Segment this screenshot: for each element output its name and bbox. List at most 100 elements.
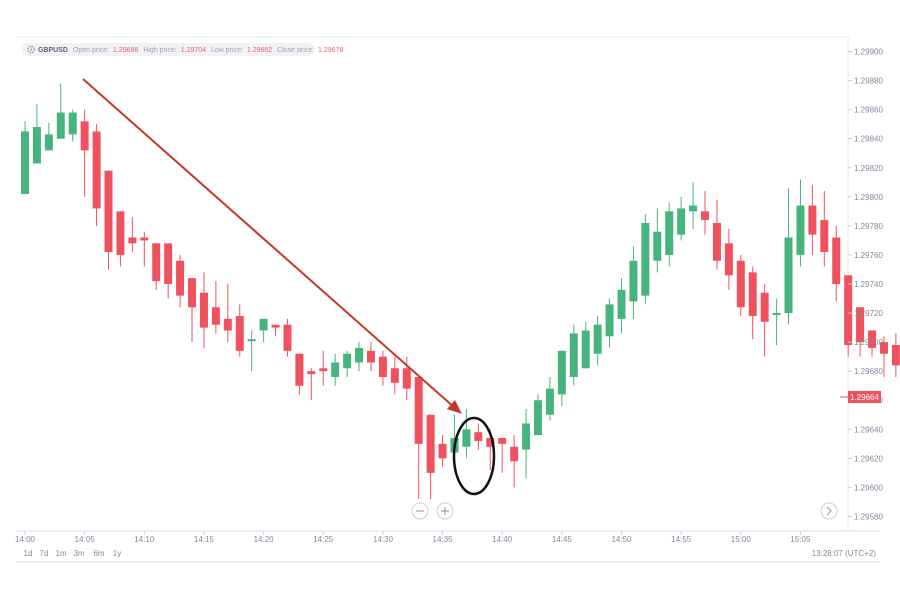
zoom-out-button[interactable] [411, 502, 429, 520]
candle-body [140, 237, 149, 241]
candle-body [689, 205, 698, 212]
instrument-info: GBPUSD Open price: 1.29686 High price: 1… [22, 43, 343, 56]
candle [68, 109, 77, 142]
candle [533, 394, 542, 436]
candle-body [665, 211, 674, 255]
period-button-3m[interactable]: 3m [73, 549, 84, 558]
candle [641, 214, 650, 305]
candle-body [784, 237, 793, 314]
candle-body [772, 313, 781, 316]
price-tick-label: 1.29580 [854, 512, 883, 521]
candle [21, 121, 29, 194]
candle [80, 109, 89, 197]
candle [879, 336, 888, 377]
gear-icon[interactable] [26, 45, 35, 54]
candle-body [199, 292, 208, 328]
candle [223, 284, 232, 343]
candle [712, 199, 721, 270]
time-tick-label: 14:35 [433, 535, 454, 544]
candle [199, 272, 208, 348]
period-button-6m[interactable]: 6m [93, 549, 104, 558]
candle [331, 353, 340, 386]
candle [283, 318, 292, 357]
time-tick-label: 14:55 [671, 535, 692, 544]
candle [235, 304, 244, 357]
candle-body [545, 388, 554, 415]
candle-body [188, 278, 197, 308]
candle [772, 298, 781, 346]
candle-body [844, 275, 853, 346]
time-tick-label: 14:05 [75, 535, 96, 544]
current-price-tag: 1.29664 [840, 391, 881, 403]
price-tick-label: 1.29780 [854, 222, 883, 231]
open-price-label: Open price: [73, 47, 109, 54]
time-tick-label: 14:20 [254, 535, 275, 544]
price-tick-label: 1.29860 [854, 106, 883, 115]
zoom-in-button[interactable] [436, 502, 454, 520]
price-tick-label: 1.29760 [854, 251, 883, 260]
candle-body [116, 211, 125, 255]
candle-body [581, 330, 590, 369]
price-tick-label: 1.29700 [854, 338, 883, 347]
price-tick-label: 1.29900 [854, 48, 883, 57]
candle-body [641, 222, 650, 296]
candle-body [223, 318, 232, 331]
candle-body [390, 368, 399, 383]
candle [510, 435, 519, 488]
candle [617, 278, 626, 334]
scroll-right-button[interactable] [820, 502, 838, 520]
candle [176, 254, 185, 308]
candle-body [724, 243, 733, 276]
candle [629, 246, 638, 319]
candle-body [80, 121, 89, 151]
clock: 13:28:07 (UTC+2) [812, 549, 877, 558]
candle-body [164, 243, 173, 284]
period-button-7d[interactable]: 7d [40, 549, 49, 558]
candle [474, 423, 483, 450]
candle-body [44, 134, 53, 151]
svg-text:GBPUSD Open price:: GBPUSD Open price: 1.29686 High price: 1… [38, 47, 343, 54]
downtrend-arrow [82, 78, 462, 414]
candle-body [653, 231, 662, 261]
open-price-value: 1.29686 [113, 47, 138, 54]
candle-body [283, 324, 292, 351]
candle-body [462, 429, 471, 447]
candle-body [295, 353, 304, 386]
candle [724, 228, 733, 290]
candle-body [259, 318, 268, 331]
candle-body [868, 330, 877, 348]
price-axis: 1.295801.296001.296201.296401.296601.296… [848, 48, 883, 521]
candle-body [343, 353, 352, 369]
candle-body [307, 371, 316, 375]
candle-body [176, 260, 185, 296]
candle-body [32, 127, 41, 164]
candle-body [21, 131, 29, 194]
candle [140, 231, 149, 267]
candle [32, 103, 41, 164]
candle-body [605, 304, 614, 337]
candle [498, 438, 507, 473]
candle [581, 321, 590, 369]
candle [522, 408, 531, 479]
candle [271, 324, 280, 337]
price-tick-label: 1.29820 [854, 164, 883, 173]
candle [390, 356, 399, 395]
period-button-1d[interactable]: 1d [24, 549, 33, 558]
candle-body [402, 368, 411, 389]
period-button-1y[interactable]: 1y [113, 549, 121, 558]
candle [295, 353, 304, 395]
period-selector: 1d 7d 1m 3m 6m 1y [24, 549, 122, 558]
chevron-right-icon [826, 506, 832, 516]
period-button-1m[interactable]: 1m [55, 549, 66, 558]
candle-body [629, 260, 638, 302]
time-tick-label: 14:45 [552, 535, 573, 544]
candle [366, 342, 375, 372]
candle [605, 298, 614, 348]
candle [426, 414, 435, 500]
candle [92, 124, 101, 226]
plus-icon [441, 507, 449, 515]
candle [319, 350, 328, 386]
candle [188, 278, 197, 343]
candle [56, 83, 65, 139]
